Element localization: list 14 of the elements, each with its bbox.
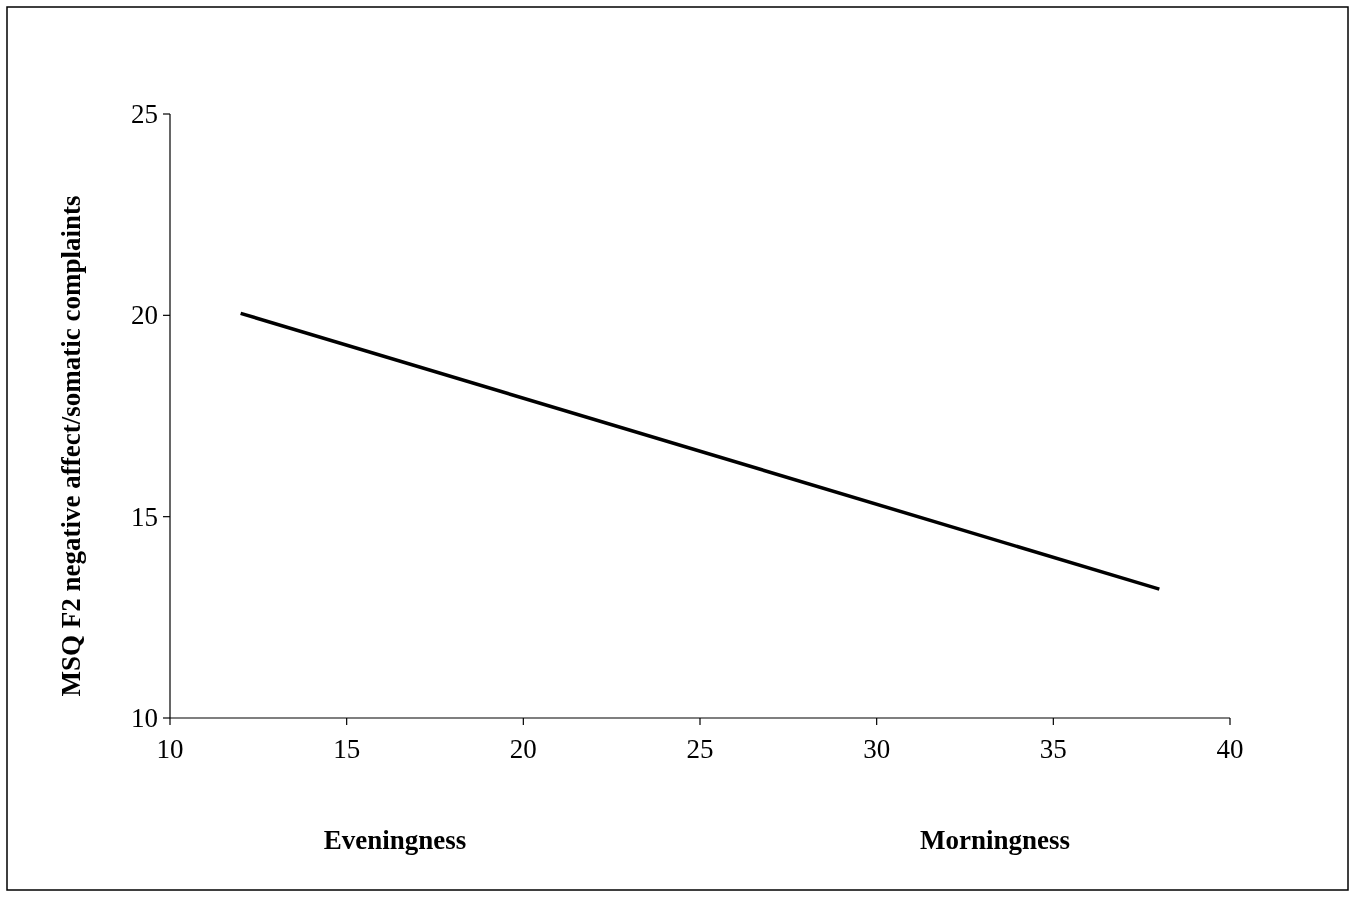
x-tick-label: 15 bbox=[333, 734, 361, 764]
x-tick-label: 20 bbox=[509, 734, 537, 764]
x-tick-label: 30 bbox=[863, 734, 891, 764]
text: Morningness bbox=[919, 825, 1071, 855]
x-tick-label: 35 bbox=[1039, 734, 1067, 764]
text: Eveningness bbox=[323, 825, 467, 855]
y-tick-label: 15 bbox=[131, 501, 158, 532]
y-tick-label: 20 bbox=[131, 300, 158, 331]
x-tick-label: 10 bbox=[156, 734, 184, 764]
y-tick-label: 25 bbox=[131, 99, 158, 129]
y-axis-title: MSQ F2 negative affect/somatic complaints bbox=[56, 195, 86, 697]
x-tick-label: 40 bbox=[1216, 734, 1244, 764]
x-tick-label: 25 bbox=[686, 734, 714, 764]
y-tick-label: 10 bbox=[131, 703, 158, 733]
